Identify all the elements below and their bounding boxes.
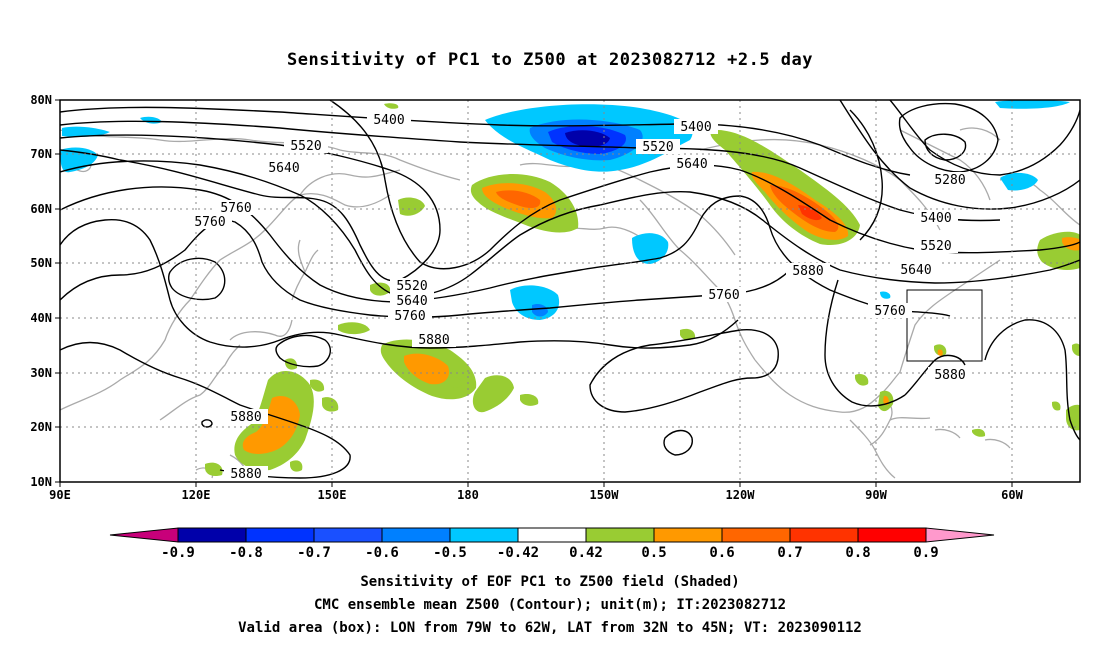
contour-labels: 5400 5400 5520 5520 5640 5640 5760 5760 …: [188, 112, 972, 482]
lat-labels: 80N 70N 60N 50N 40N 30N 20N 10N: [30, 93, 52, 489]
colorbar-label: 0.7: [777, 545, 802, 561]
colorbar-label: 0.8: [845, 545, 870, 561]
contour-label: 5760: [220, 201, 251, 216]
colorbar-swatch: [857, 527, 927, 543]
chart-title: Sensitivity of PC1 to Z500 at 2023082712…: [286, 50, 813, 70]
colorbar-label: 0.42: [569, 545, 603, 561]
contour-label: 5400: [920, 211, 951, 226]
contour-label: 5760: [194, 215, 225, 230]
colorbar-swatch: [245, 527, 315, 543]
shaded-sensitivity: [60, 100, 1080, 477]
colorbar-swatch: [721, 527, 791, 543]
contour-label: 5520: [290, 139, 321, 154]
colorbar-label: -0.7: [297, 545, 331, 561]
colorbar-swatch: [653, 527, 723, 543]
contour-label: 5760: [394, 309, 425, 324]
contour-label: 5880: [230, 410, 261, 425]
lat-label: 60N: [30, 202, 52, 216]
lat-label: 80N: [30, 93, 52, 107]
colorbar-label: -0.6: [365, 545, 399, 561]
lat-label: 30N: [30, 366, 52, 380]
map-frame: [59, 99, 1081, 483]
contour-label: 5520: [642, 140, 673, 155]
colorbar-swatch: [789, 527, 859, 543]
contour-label: 5880: [418, 333, 449, 348]
caption-line-2: CMC ensemble mean Z500 (Contour); unit(m…: [313, 597, 786, 613]
lat-label: 20N: [30, 420, 52, 434]
colorbar-high-triangle: [925, 527, 995, 543]
colorbar-low-triangle: [109, 527, 179, 543]
colorbar-swatch: [177, 527, 247, 543]
colorbar-label: 0.5: [641, 545, 666, 561]
lat-label: 70N: [30, 147, 52, 161]
colorbar-label: -0.9: [161, 545, 195, 561]
lat-label: 50N: [30, 256, 52, 270]
contour-label: 5640: [676, 157, 707, 172]
colorbar-swatch: [449, 527, 519, 543]
lon-label: 180: [457, 488, 479, 502]
colorbar-label: -0.42: [497, 545, 539, 561]
caption-line-1: Sensitivity of EOF PC1 to Z500 field (Sh…: [360, 574, 740, 590]
lat-label: 10N: [30, 475, 52, 489]
contour-label: 5880: [792, 264, 823, 279]
lon-label: 150W: [590, 488, 620, 502]
colorbar-swatch: [313, 527, 383, 543]
colorbar-label: -0.5: [433, 545, 467, 561]
colorbar-label: -0.8: [229, 545, 263, 561]
axis-ticks: [55, 99, 1013, 487]
contour-label: 5520: [396, 279, 427, 294]
lon-labels: 90E 120E 150E 180 150W 120W 90W 60W: [49, 488, 1023, 502]
lat-label: 40N: [30, 311, 52, 325]
contour-label: 5760: [874, 304, 905, 319]
lon-label: 90W: [865, 488, 887, 502]
contour-label: 5640: [900, 263, 931, 278]
valid-area-box: [906, 289, 983, 362]
colorbar-swatch: [517, 527, 587, 543]
lon-label: 120W: [726, 488, 756, 502]
contour-label: 5880: [934, 368, 965, 383]
contour-label: 5400: [373, 113, 404, 128]
contour-label: 5520: [920, 239, 951, 254]
colorbar-swatch: [585, 527, 655, 543]
contour-label: 5400: [680, 120, 711, 135]
contour-label: 5760: [708, 288, 739, 303]
colorbar: -0.9 -0.8 -0.7 -0.6 -0.5 -0.42 0.42 0.5 0.6 0.7 0.…: [109, 527, 995, 561]
contour-label: 5640: [396, 294, 427, 309]
lon-label: 60W: [1001, 488, 1023, 502]
lon-label: 150E: [318, 488, 347, 502]
contour-label: 5880: [230, 467, 261, 482]
lon-label: 120E: [182, 488, 211, 502]
lon-label: 90E: [49, 488, 71, 502]
contour-label: 5640: [268, 161, 299, 176]
colorbar-swatch: [381, 527, 451, 543]
colorbar-label: 0.9: [913, 545, 938, 561]
caption-line-3: Valid area (box): LON from 79W to 62W, L…: [238, 620, 862, 636]
colorbar-label: 0.6: [709, 545, 734, 561]
contour-label: 5280: [934, 173, 965, 188]
